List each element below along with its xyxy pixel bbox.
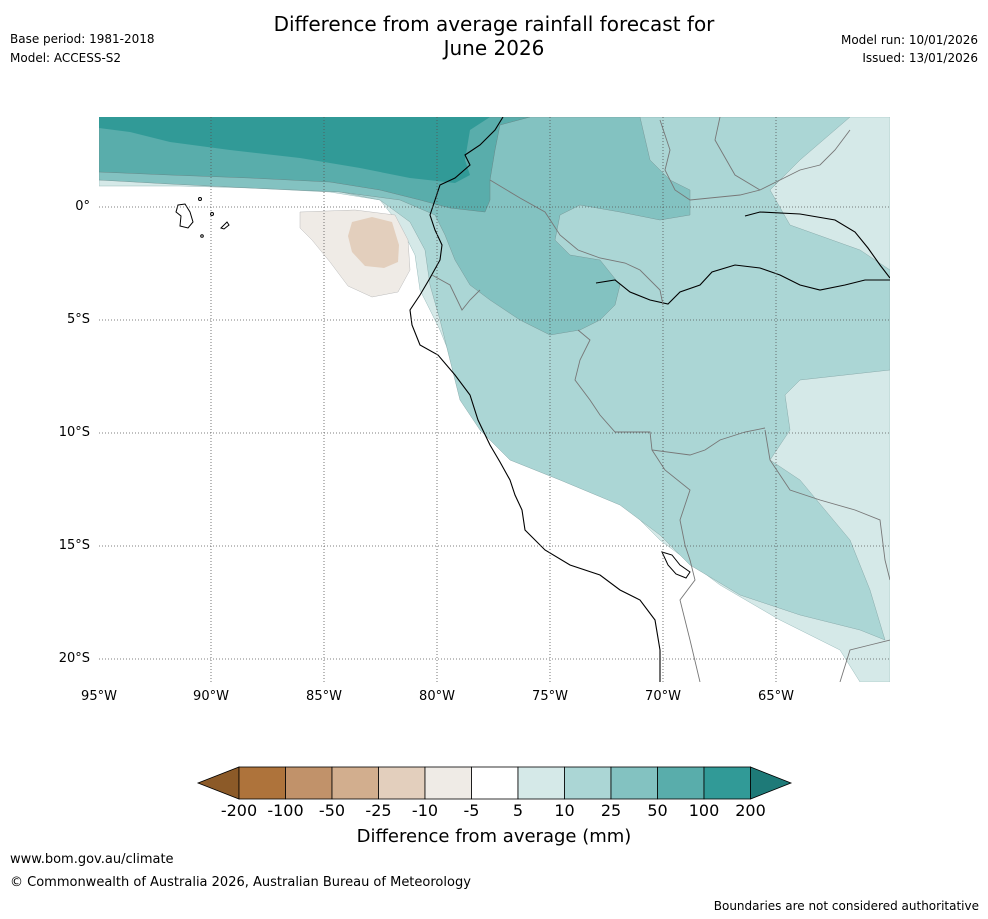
- title-line-2: June 2026: [443, 36, 545, 60]
- boundaries-disclaimer: Boundaries are not considered authoritat…: [713, 899, 979, 913]
- lon-label: 95°W: [81, 689, 117, 704]
- base-period: Base period: 1981-2018: [10, 32, 155, 46]
- colorbar-tick-label: -50: [318, 801, 346, 820]
- lon-label: 90°W: [193, 689, 229, 704]
- lon-label: 70°W: [645, 689, 681, 704]
- colorbar-tick-label: 25: [600, 801, 622, 820]
- lon-label: 75°W: [532, 689, 568, 704]
- colorbar-swatch: [703, 766, 751, 800]
- colorbar-swatch: [471, 766, 519, 800]
- colorbar-tick-label: 100: [688, 801, 720, 820]
- lat-label: 20°S: [58, 651, 90, 666]
- lon-label: 80°W: [419, 689, 455, 704]
- colorbar-low-arrow: [196, 766, 240, 800]
- issued-date: Issued: 13/01/2026: [862, 51, 978, 65]
- colorbar-swatch: [564, 766, 612, 800]
- graticule: [99, 117, 890, 682]
- map-title: Difference from average rainfall forecas…: [0, 12, 988, 60]
- colorbar: [196, 766, 793, 800]
- lake-titicaca: [661, 551, 691, 579]
- colorbar-tick-label: 10: [554, 801, 575, 820]
- colorbar-swatch: [378, 766, 426, 800]
- colorbar-tick-label: 200: [735, 801, 766, 820]
- colorbar-swatch: [285, 766, 333, 800]
- lon-label: 85°W: [306, 689, 342, 704]
- title-line-1: Difference from average rainfall forecas…: [273, 12, 715, 36]
- coastline-west: [409, 117, 661, 682]
- colorbar-tick-label: -100: [267, 801, 304, 820]
- dry-anomaly-core: [348, 217, 399, 268]
- website-link[interactable]: www.bom.gov.au/climate: [10, 852, 174, 867]
- colorbar-swatch: [657, 766, 705, 800]
- colorbar-swatch: [610, 766, 658, 800]
- colorbar-tick-label: -200: [220, 801, 258, 820]
- coastline-north: [744, 211, 890, 279]
- colorbar-swatch: [238, 766, 286, 800]
- colorbar-tick-label: -10: [411, 801, 439, 820]
- colorbar-title: Difference from average (mm): [356, 826, 632, 847]
- amazon-river: [595, 264, 890, 305]
- model-name: Model: ACCESS-S2: [10, 51, 122, 65]
- lat-label: 15°S: [58, 538, 90, 553]
- colorbar-tick-label: -25: [365, 801, 392, 820]
- coastlines: [175, 117, 890, 682]
- colorbar-swatch: [331, 766, 379, 800]
- lat-label: 0°: [75, 199, 90, 214]
- colorbar-tick-label: -5: [463, 801, 480, 820]
- country-borders: [431, 117, 890, 682]
- rainfall-contours: [99, 117, 890, 682]
- colorbar-tick-label: 5: [512, 801, 524, 820]
- band-10-25: [99, 117, 890, 641]
- lat-label: 10°S: [58, 425, 90, 440]
- lon-label: 65°W: [758, 689, 794, 704]
- lat-label: 5°S: [66, 312, 90, 327]
- model-run: Model run: 10/01/2026: [840, 33, 978, 47]
- band-100-200: [99, 117, 490, 183]
- colorbar-high-arrow: [750, 766, 793, 800]
- copyright-notice: © Commonwealth of Australia 2026, Austra…: [10, 875, 471, 890]
- colorbar-swatch: [517, 766, 565, 800]
- colorbar-tick-label: 50: [647, 801, 668, 820]
- colorbar-swatch: [424, 766, 472, 800]
